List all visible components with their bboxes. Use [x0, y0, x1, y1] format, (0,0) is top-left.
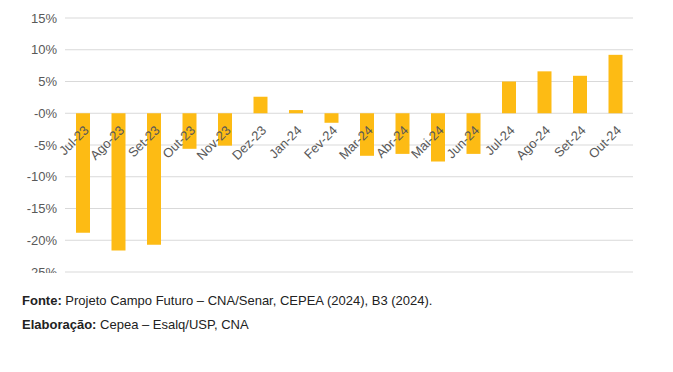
svg-text:Out-24: Out-24: [585, 123, 624, 162]
svg-text:-20%: -20%: [27, 233, 58, 248]
svg-text:Set-24: Set-24: [551, 123, 589, 161]
svg-text:Mar-24: Mar-24: [336, 123, 376, 163]
svg-text:Fev-24: Fev-24: [301, 123, 340, 162]
svg-text:Dez-23: Dez-23: [229, 123, 269, 163]
html-text:Fonte: Projeto Campo Futuro –: Fonte: Projeto Campo Futuro – CNA/Senar,…: [22, 293, 433, 308]
svg-text:-10%: -10%: [27, 169, 58, 184]
svg-text:5%: 5%: [38, 74, 57, 89]
html-text:Elaboração: Cepea – Esalq/USP,: Elaboração: Cepea – Esalq/USP, CNA: [22, 317, 249, 332]
svg-text:-25%: -25%: [27, 265, 58, 273]
svg-text:-0%: -0%: [34, 106, 58, 121]
svg-text:Nov-23: Nov-23: [193, 123, 233, 163]
svg-text:Out-23: Out-23: [159, 123, 198, 162]
svg-text:Ago-23: Ago-23: [87, 123, 127, 163]
svg-text:10%: 10%: [31, 42, 57, 57]
svg-text:15%: 15%: [31, 11, 57, 26]
svg-text:Ago-24: Ago-24: [513, 123, 553, 163]
svg-text:Jul-23: Jul-23: [56, 122, 92, 159]
svg-text:Abr-24: Abr-24: [373, 123, 411, 161]
svg-text:Jan-24: Jan-24: [266, 123, 305, 162]
svg-text:-5%: -5%: [34, 138, 58, 153]
svg-text:Set-23: Set-23: [125, 123, 163, 161]
svg-text:Mai-24: Mai-24: [408, 123, 447, 162]
svg-text:-15%: -15%: [27, 201, 58, 216]
svg-text:Jul-24: Jul-24: [482, 122, 518, 159]
svg-text:Jun-24: Jun-24: [443, 123, 482, 162]
